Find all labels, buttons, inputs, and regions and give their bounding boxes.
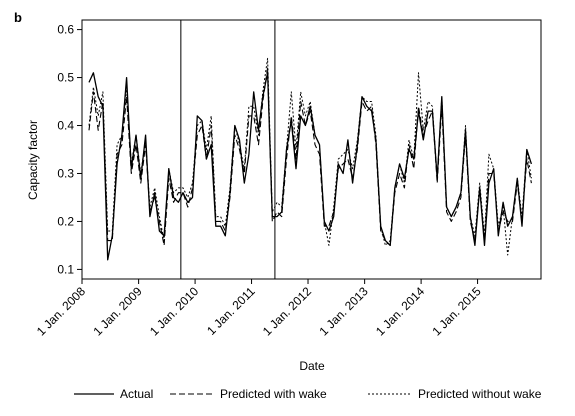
- y-tick-label-3: 0.4: [57, 119, 74, 133]
- x-tick-label-3: 1 Jan. 2011: [204, 284, 258, 338]
- legend: Actual Predicted with wake Predicted witho…: [74, 387, 542, 401]
- x-tick-label-1: 1 Jan. 2009: [90, 284, 144, 338]
- legend-label-predicted-with-wake: Predicted with wake: [220, 387, 327, 401]
- y-tick-label-1: 0.2: [57, 214, 74, 228]
- x-tick-label-2: 1 Jan. 2010: [147, 284, 201, 338]
- legend-label-actual: Actual: [120, 387, 153, 401]
- series-line-predicted-without-wake: [88, 57, 532, 256]
- panel-label: b: [14, 10, 22, 25]
- x-tick-label-5: 1 Jan. 2013: [317, 284, 371, 338]
- y-tick-label-4: 0.5: [57, 71, 74, 85]
- x-tick-label-7: 1 Jan. 2015: [429, 284, 483, 338]
- series-line-actual: [88, 72, 533, 261]
- legend-label-predicted-without-wake: Predicted without wake: [418, 387, 542, 401]
- y-tick-label-5: 0.6: [57, 23, 74, 37]
- x-tick-label-6: 1 Jan. 2014: [373, 284, 427, 338]
- x-tick-label-0: 1 Jan. 2008: [34, 284, 88, 338]
- x-tick-label-4: 1 Jan. 2012: [260, 284, 314, 338]
- series-line-predicted-with-wake: [88, 67, 532, 246]
- y-tick-label-2: 0.3: [57, 166, 74, 180]
- plot-area: 0.1 0.2 0.3 0.4 0.5 0.6 1 Jan. 2008 1 Jan. 2009…: [34, 19, 542, 338]
- plot-frame: [81, 19, 542, 280]
- x-axis-label: Date: [299, 359, 325, 373]
- y-axis-label: Capacity factor: [26, 120, 40, 200]
- y-tick-label-0: 0.1: [57, 262, 74, 276]
